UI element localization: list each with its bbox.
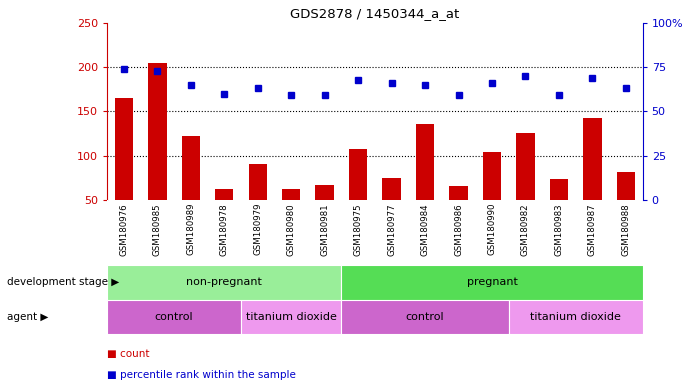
Text: GSM180976: GSM180976 <box>120 203 129 256</box>
Bar <box>483 152 501 244</box>
Bar <box>215 189 234 244</box>
Text: GSM180985: GSM180985 <box>153 203 162 256</box>
Bar <box>148 63 167 244</box>
Text: ■ percentile rank within the sample: ■ percentile rank within the sample <box>107 370 296 380</box>
Bar <box>107 265 341 300</box>
Text: titanium dioxide: titanium dioxide <box>530 312 621 322</box>
Bar <box>341 265 643 300</box>
Bar <box>316 185 334 244</box>
Text: GSM180983: GSM180983 <box>554 203 563 256</box>
Text: GSM180982: GSM180982 <box>521 203 530 256</box>
Bar <box>341 300 509 334</box>
Text: GSM180984: GSM180984 <box>421 203 430 256</box>
Text: GSM180975: GSM180975 <box>354 203 363 256</box>
Text: control: control <box>155 312 193 322</box>
Bar <box>583 118 602 244</box>
Bar <box>182 136 200 244</box>
Text: development stage ▶: development stage ▶ <box>7 277 119 287</box>
Bar <box>241 300 341 334</box>
Text: GSM180987: GSM180987 <box>588 203 597 256</box>
Text: GSM180978: GSM180978 <box>220 203 229 256</box>
Text: control: control <box>406 312 444 322</box>
Text: GSM180990: GSM180990 <box>488 203 497 255</box>
Bar <box>282 189 301 244</box>
Text: titanium dioxide: titanium dioxide <box>246 312 337 322</box>
Text: non-pregnant: non-pregnant <box>187 277 262 287</box>
Text: GSM180989: GSM180989 <box>187 203 196 255</box>
Text: pregnant: pregnant <box>466 277 518 287</box>
Title: GDS2878 / 1450344_a_at: GDS2878 / 1450344_a_at <box>290 7 460 20</box>
Text: agent ▶: agent ▶ <box>7 312 48 322</box>
Text: ■ count: ■ count <box>107 349 150 359</box>
Bar <box>107 300 241 334</box>
Bar <box>449 185 468 244</box>
Bar <box>115 98 133 244</box>
Text: GSM180986: GSM180986 <box>454 203 463 256</box>
Text: GSM180977: GSM180977 <box>387 203 396 256</box>
Bar <box>509 300 643 334</box>
Bar <box>616 172 635 244</box>
Text: GSM180988: GSM180988 <box>621 203 630 256</box>
Bar <box>249 164 267 244</box>
Bar <box>516 132 535 244</box>
Bar <box>382 179 401 244</box>
Bar <box>416 124 434 244</box>
Text: GSM180980: GSM180980 <box>287 203 296 256</box>
Bar <box>349 149 368 244</box>
Text: GSM180979: GSM180979 <box>253 203 262 255</box>
Bar <box>550 179 568 244</box>
Text: GSM180981: GSM180981 <box>320 203 329 256</box>
